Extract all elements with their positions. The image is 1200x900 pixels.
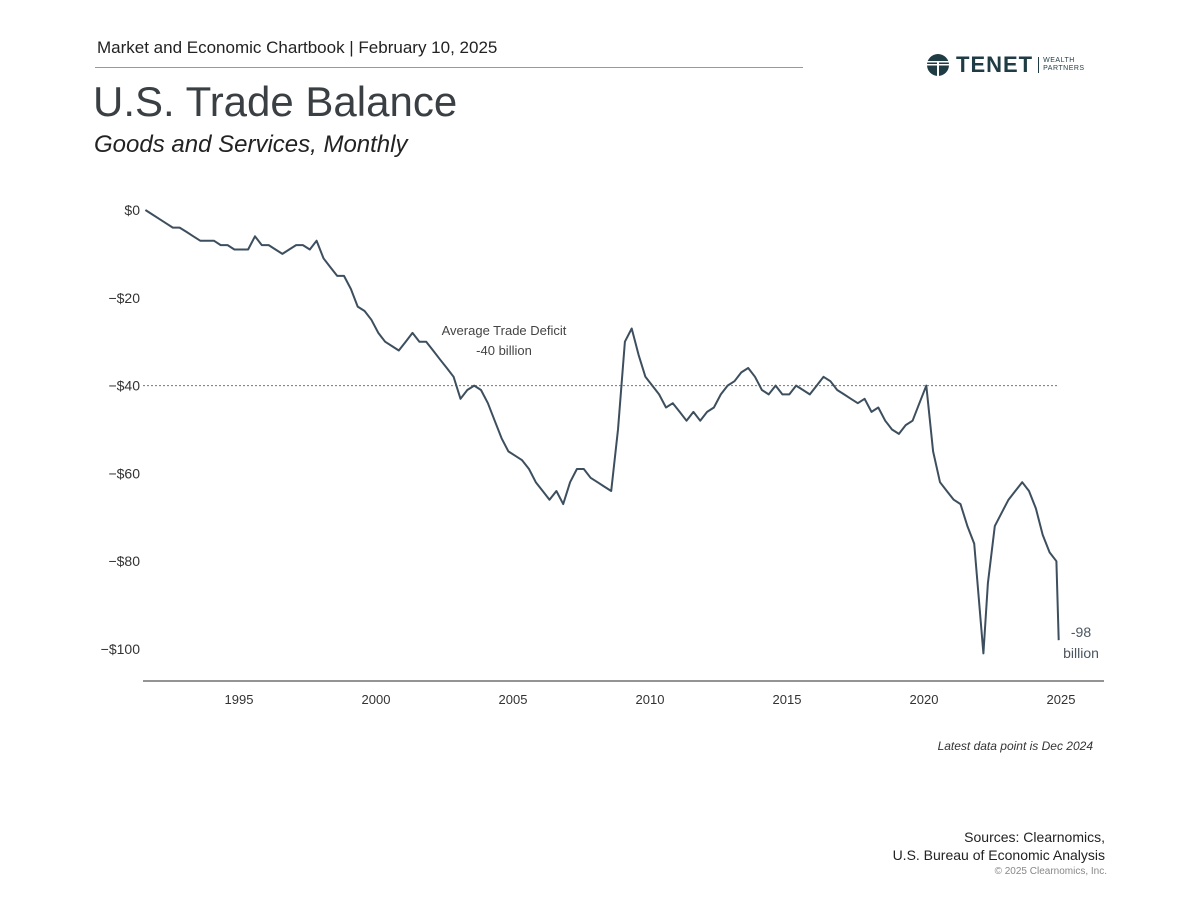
header-divider (95, 67, 803, 68)
chart-subtitle: Goods and Services, Monthly (94, 131, 408, 158)
logo-brand: TENET (956, 52, 1034, 77)
end-label-unit: billion (1063, 645, 1099, 661)
logo-emblem-icon (927, 54, 949, 76)
x-tick-label: 2020 (910, 692, 939, 707)
y-tick-label: $0 (124, 202, 140, 218)
tenet-logo: TENET WEALTH PARTNERS (926, 52, 1085, 78)
chart-title: U.S. Trade Balance (93, 78, 458, 125)
sources-line2: U.S. Bureau of Economic Analysis (892, 847, 1105, 863)
y-tick-label: −$100 (101, 641, 141, 657)
x-tick-label: 2015 (773, 692, 802, 707)
reference-label-line1: Average Trade Deficit (442, 323, 567, 338)
y-tick-label: −$40 (108, 378, 140, 394)
y-tick-label: −$80 (108, 553, 140, 569)
reference-label-line2: -40 billion (476, 343, 532, 358)
chartbook-header: Market and Economic Chartbook | February… (97, 38, 498, 57)
logo-sub-line2: PARTNERS (1043, 65, 1085, 72)
sources: Sources: Clearnomics, U.S. Bureau of Econ… (893, 828, 1105, 864)
x-tick-label: 1995 (225, 692, 254, 707)
sources-line1: Sources: Clearnomics, (964, 829, 1105, 845)
y-tick-label: −$60 (108, 465, 140, 481)
x-tick-label: 2000 (362, 692, 391, 707)
y-tick-label: −$20 (108, 290, 140, 306)
copyright: © 2025 Clearnomics, Inc. (994, 866, 1107, 877)
latest-data-note: Latest data point is Dec 2024 (937, 739, 1093, 753)
logo-subtitle: WEALTH PARTNERS (1038, 57, 1084, 73)
x-tick-label: 2025 (1047, 692, 1076, 707)
logo-sub-line1: WEALTH (1043, 57, 1075, 64)
trade-balance-line (144, 209, 1060, 655)
end-label-value: -98 (1071, 624, 1091, 640)
x-tick-label: 2010 (636, 692, 665, 707)
x-tick-label: 2005 (499, 692, 528, 707)
